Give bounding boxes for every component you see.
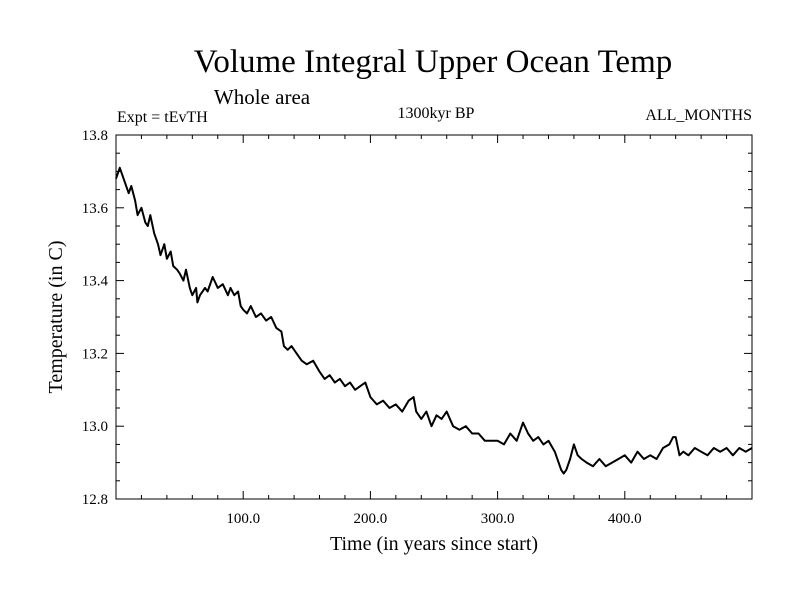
x-axis-tick-labels: 100.0 200.0 300.0 400.0 [226,511,641,527]
y-axis-label: Temperature (in C) [45,241,67,394]
x-axis-ticks [140,135,728,499]
y-tick-label: 12.8 [82,492,108,508]
x-tick-label: 200.0 [354,511,388,527]
plot-frame [115,134,753,500]
y-tick-label: 13.8 [82,128,108,144]
temperature-series-line [115,166,753,475]
chart-title: Volume Integral Upper Ocean Temp [194,44,672,80]
experiment-label: Expt = tEvTH [117,109,208,126]
x-tick-label: 400.0 [608,511,642,527]
x-tick-label: 100.0 [226,511,260,527]
x-tick-label: 300.0 [481,511,515,527]
period-label: 1300kyr BP [398,105,475,122]
y-tick-label: 13.0 [82,419,108,435]
chart-subtitle: Whole area [214,85,311,109]
months-label: ALL_MONTHS [645,107,752,124]
x-axis-label: Time (in years since start) [330,533,538,555]
y-axis-ticks [116,134,752,500]
y-tick-label: 13.6 [82,201,109,217]
y-tick-label: 13.4 [82,274,109,290]
y-axis-tick-labels: 12.8 13.0 13.2 13.4 13.6 13.8 [82,128,109,508]
y-tick-label: 13.2 [82,346,108,362]
